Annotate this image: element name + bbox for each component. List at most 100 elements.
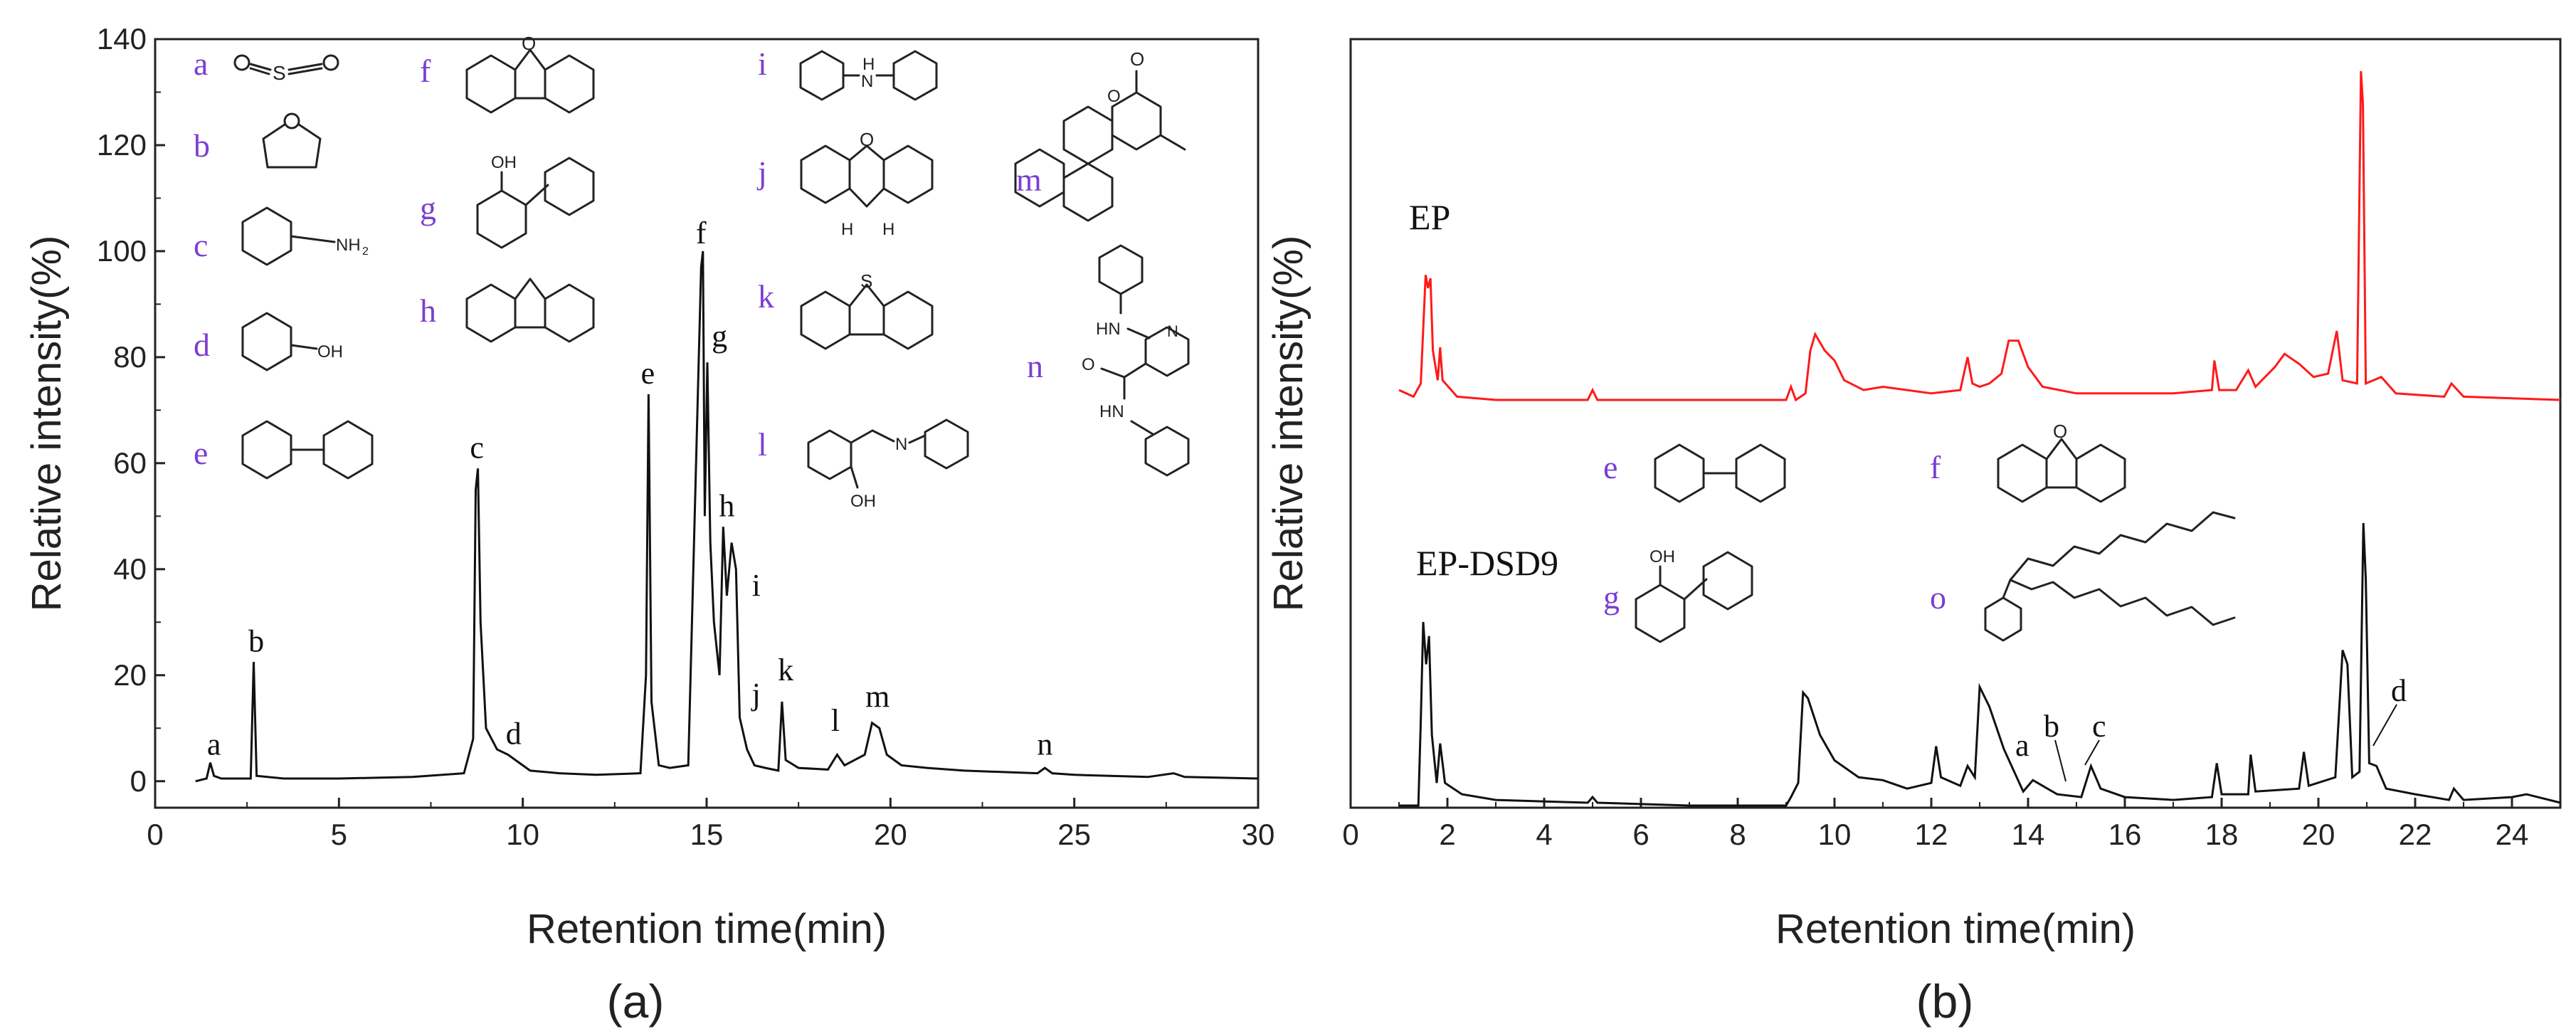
structure-pyridine-carboxamide: HN N O HN [1082, 244, 1190, 477]
svg-text:OH: OH [491, 153, 517, 172]
compound-letter-g: g [420, 190, 436, 226]
panel-b-x-tick-label: 0 [1342, 818, 1358, 851]
compound-letter-o-b: o [1930, 579, 1946, 616]
panel-a-y-tick-label: 80 [113, 340, 147, 374]
compound-letter-d: d [194, 327, 210, 363]
structure-dibenzothiophene: S [800, 270, 934, 350]
panel-b-x-tick-label: 16 [2108, 818, 2142, 851]
compound-letter-f-b: f [1930, 449, 1941, 485]
structure-cyclohexyl-alkane-b [1984, 511, 2236, 642]
panel-b-x-axis-title: Retention time(min) [1775, 906, 2136, 952]
compound-letter-h: h [420, 292, 436, 329]
panel-a-x-ticks: 0 5 10 15 20 25 30 [147, 798, 1274, 851]
compound-letter-e-b: e [1603, 449, 1617, 485]
panel-a-peak-label-a: a [207, 727, 221, 762]
svg-text:O: O [1107, 87, 1121, 106]
panel-b-peak-label-a: a [2015, 728, 2029, 763]
panel-a-y-tick-label: 20 [113, 658, 147, 692]
svg-text:S: S [860, 270, 872, 292]
panel-a-x-tick-label: 20 [874, 818, 907, 851]
svg-text:H: H [882, 220, 894, 239]
structure-xanthene: O H H [800, 129, 934, 239]
compound-letter-m: m [1016, 162, 1042, 198]
panel-a-y-tick-label: 60 [113, 446, 147, 480]
panel-b-peak-label-b: b [2044, 709, 2059, 744]
panel-a-peak-label-k: k [778, 653, 793, 687]
panel-a-peak-label-j: j [751, 677, 761, 712]
panel-b-label: (b) [1916, 975, 1974, 1028]
structure-dibenzofuran: O [465, 33, 595, 114]
compound-letter-e: e [194, 435, 208, 471]
panel-a-peak-label-e: e [641, 356, 655, 391]
structure-2-phenylphenol: OH [476, 153, 595, 249]
svg-text:O: O [1082, 355, 1095, 374]
panel-b-x-tick-label: 2 [1439, 818, 1455, 851]
svg-text:O: O [2053, 421, 2067, 442]
svg-text:N: N [861, 72, 873, 91]
panel-a-y-tick-label: 0 [130, 764, 147, 798]
compound-letter-b: b [194, 127, 210, 164]
panel-a-x-tick-label: 25 [1057, 818, 1091, 851]
panel-b-peak-label-d: d [2391, 673, 2407, 708]
structure-biphenyl-b [1654, 443, 1786, 503]
svg-text:O: O [1130, 48, 1144, 70]
structure-dibenzofuran-b: O [1997, 421, 2126, 503]
panel-b-x-tick-label: 6 [1632, 818, 1649, 851]
structure-salicylidene-aniline: N OH [807, 418, 969, 511]
panel-b: 0 2 4 6 8 10 12 14 16 18 20 22 24 Retention time(min… [1265, 38, 2562, 1028]
panel-a-peak-label-h: h [719, 488, 734, 523]
panel-b-peak-leader-d [2372, 704, 2397, 747]
panel-b-peak-leader-b [2054, 739, 2066, 782]
svg-text:H: H [862, 55, 875, 74]
structure-fluorene [465, 278, 595, 343]
svg-text:O: O [522, 33, 536, 54]
panel-b-plot-frame [1349, 38, 2562, 809]
svg-text:S: S [273, 62, 286, 84]
svg-text:OH: OH [1649, 547, 1675, 566]
panel-a-y-tick-label: 140 [97, 22, 147, 56]
panel-a-peak-label-i: i [752, 568, 761, 603]
panel-b-y-axis-title: Relative intensity(%) [1265, 236, 1311, 612]
svg-text:N: N [895, 435, 907, 454]
panel-a-x-tick-label: 5 [331, 818, 347, 851]
svg-text:OH: OH [850, 492, 876, 511]
structure-aniline: NH 2 [241, 206, 369, 266]
compound-letter-l: l [758, 426, 767, 463]
panel-a-peak-label-d: d [506, 717, 522, 751]
svg-text:HN: HN [1096, 320, 1121, 339]
panel-b-x-tick-label: 10 [1818, 818, 1852, 851]
panel-a-y-ticks: 0 20 40 60 80 100 120 140 [97, 22, 165, 798]
svg-text:NH: NH [336, 236, 361, 255]
panel-a-y-axis-title: Relative intensity(%) [23, 236, 70, 612]
panel-a: 0 5 10 15 20 25 30 0 20 40 60 80 100 120 140 Retentio… [23, 22, 1274, 1028]
structure-phenol: OH [241, 312, 343, 371]
panel-a-x-tick-label: 0 [147, 818, 163, 851]
panel-a-x-tick-label: 30 [1242, 818, 1275, 851]
panel-a-x-tick-label: 15 [690, 818, 724, 851]
panel-b-x-tick-label: 12 [1915, 818, 1948, 851]
compound-letter-f: f [420, 53, 431, 89]
svg-text:HN: HN [1099, 402, 1124, 421]
panel-b-peak-leader-c [2084, 739, 2100, 766]
panel-b-x-tick-label: 18 [2205, 818, 2239, 851]
panel-a-y-tick-label: 120 [97, 128, 147, 162]
svg-text:O: O [860, 129, 874, 150]
panel-a-peak-label-l: l [831, 703, 840, 738]
svg-text:OH: OH [317, 342, 343, 362]
panel-a-chromatogram-line [195, 250, 1259, 783]
svg-text:2: 2 [362, 246, 369, 258]
panel-b-ep-line [1398, 70, 2561, 402]
panel-a-peak-label-f: f [696, 216, 707, 250]
panel-a-peak-label-b: b [248, 623, 264, 658]
panel-a-peak-label-g: g [712, 319, 727, 354]
structure-diphenylamine: H N [799, 50, 938, 101]
series-label-ep: EP [1409, 197, 1450, 237]
compound-letter-j: j [756, 154, 767, 191]
panel-b-x-tick-label: 24 [2496, 818, 2529, 851]
panel-b-x-ticks: 0 2 4 6 8 10 12 14 16 18 20 22 24 [1342, 798, 2528, 851]
panel-a-y-tick-label: 40 [113, 552, 147, 586]
compound-letter-c: c [194, 227, 208, 263]
panel-b-peak-label-c: c [2092, 709, 2106, 744]
